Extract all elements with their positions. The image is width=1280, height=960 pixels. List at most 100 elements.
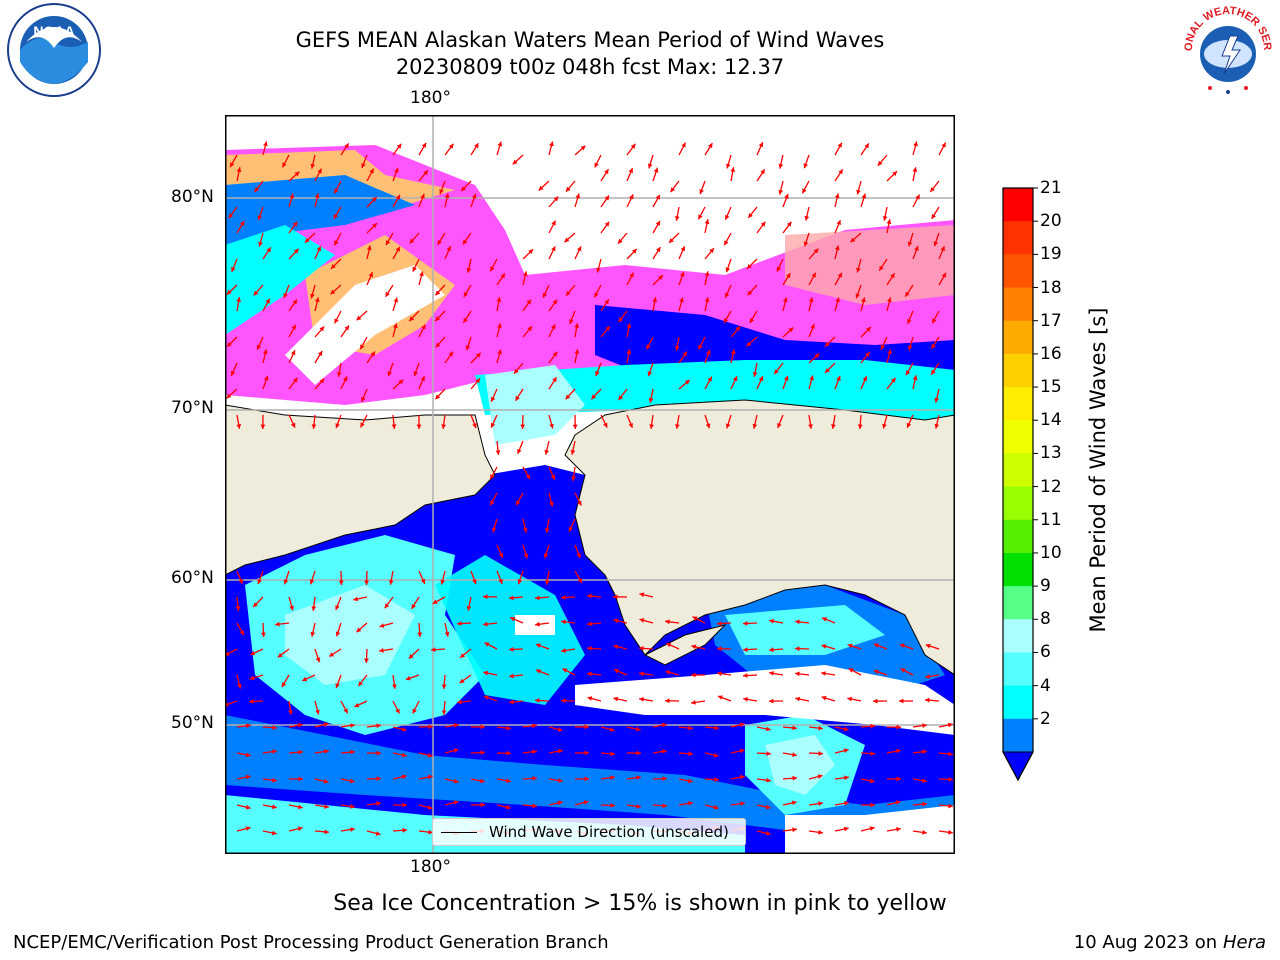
wind-arrow-head <box>490 500 495 506</box>
wind-arrow-head <box>856 189 861 195</box>
wind-arrow-head <box>913 141 918 147</box>
colorbar-tick-label: 2 <box>1040 708 1051 729</box>
legend-label: Wind Wave Direction (unscaled) <box>489 823 729 841</box>
wind-arrow-head <box>317 168 322 174</box>
wind-arrow-head <box>732 376 738 382</box>
wind-arrow-head <box>483 621 488 627</box>
wind-arrow-head <box>575 193 580 199</box>
wind-arrow-head <box>236 424 242 429</box>
wind-arrow-head <box>584 750 589 756</box>
wind-arrow-head <box>435 394 441 400</box>
wind-arrow-head <box>717 671 722 677</box>
wind-arrow-head <box>636 804 641 809</box>
wind-arrow-head <box>453 800 459 805</box>
wind-arrow-head <box>574 349 580 354</box>
wind-arrow-head <box>368 272 373 278</box>
wind-arrow-head <box>922 723 927 728</box>
wind-arrow-head <box>792 725 797 731</box>
wind-arrow-head <box>931 369 936 375</box>
chart-title: GEFS MEAN Alaskan Waters Mean Period of … <box>295 28 885 52</box>
wind-arrow-head <box>440 579 445 585</box>
wind-arrow-head <box>810 324 815 329</box>
wind-arrow-head <box>915 194 920 200</box>
wind-arrow-head <box>786 221 792 227</box>
wind-arrow-head <box>834 245 840 251</box>
wind-arrow-head <box>395 246 400 252</box>
wind-arrow-head <box>314 193 320 199</box>
wind-arrow-head <box>613 644 619 650</box>
wind-arrow-head <box>896 724 901 730</box>
wind-arrow-head <box>808 424 813 429</box>
wind-arrow-head <box>825 368 830 373</box>
wind-arrow-head <box>420 376 425 382</box>
wind-arrow-head <box>769 618 774 624</box>
wind-arrow-head <box>941 142 946 148</box>
wind-arrow-head <box>877 160 883 166</box>
wind-arrow-head <box>931 213 936 219</box>
wind-arrow-head <box>866 327 871 332</box>
wind-arrow-head <box>566 290 571 296</box>
wind-arrow-head <box>323 722 329 727</box>
wind-arrow-head <box>310 163 316 169</box>
wind-arrow-head <box>543 553 549 559</box>
wind-arrow-head <box>480 724 485 730</box>
wind-arrow-head <box>462 239 468 245</box>
wind-arrow-head <box>613 696 619 702</box>
wind-arrow-head <box>817 774 823 779</box>
wind-arrow-head <box>636 775 641 780</box>
wind-arrow-head <box>316 246 322 252</box>
wind-arrow-head <box>788 327 794 333</box>
wind-arrow-head <box>360 422 365 428</box>
wind-arrow-head <box>549 141 554 147</box>
wind-arrow-head <box>758 376 764 382</box>
wind-arrow-head <box>319 378 325 384</box>
wind-arrow-head <box>405 675 411 681</box>
wind-arrow-head <box>725 267 731 273</box>
wind-arrow-head <box>257 579 262 585</box>
wind-arrow-head <box>535 643 541 648</box>
wind-arrow-head <box>632 248 637 254</box>
wind-arrow-head <box>655 220 660 226</box>
wind-arrow-head <box>483 695 489 700</box>
wind-arrow-head <box>475 352 481 358</box>
wind-arrow-head <box>587 696 593 701</box>
wind-arrow-head <box>366 245 372 251</box>
wind-arrow-head <box>688 725 693 731</box>
wind-arrow-head <box>680 246 686 252</box>
wind-arrow-head <box>350 827 355 832</box>
wind-arrow-head <box>428 724 433 730</box>
wind-arrow-head <box>792 775 797 781</box>
wind-arrow-head <box>865 352 870 357</box>
wind-arrow-head <box>896 748 901 754</box>
wind-arrow-head <box>850 237 856 243</box>
wind-arrow-head <box>679 297 684 303</box>
wind-arrow-head <box>749 318 755 323</box>
wind-arrow-head <box>535 698 540 703</box>
wind-arrow-head <box>370 351 375 357</box>
wind-arrow-head <box>610 751 615 757</box>
wind-arrow-head <box>354 702 360 708</box>
wind-arrow-head <box>480 750 485 755</box>
wind-arrow-head <box>427 805 433 810</box>
wind-arrow-head <box>725 214 730 220</box>
wind-arrow-head <box>272 804 277 810</box>
wind-arrow-head <box>253 290 259 296</box>
wind-arrow-head <box>595 371 600 376</box>
wind-arrow-head <box>704 219 710 225</box>
wind-arrow-head <box>948 751 953 757</box>
wind-arrow-head <box>453 778 459 784</box>
wind-arrow-head <box>261 632 266 637</box>
wind-arrow-head <box>412 708 417 714</box>
wind-arrow-head <box>709 248 714 254</box>
wind-arrow-head <box>739 722 745 728</box>
wind-arrow-head <box>535 595 540 601</box>
wind-arrow-head <box>569 319 574 324</box>
wind-arrow-head <box>371 196 377 202</box>
wind-arrow-head <box>887 349 892 355</box>
wind-arrow-head <box>344 325 349 331</box>
wind-arrow-head <box>735 326 741 332</box>
wind-arrow-head <box>448 143 454 149</box>
wind-arrow-head <box>550 474 556 480</box>
wind-arrow-head <box>639 592 645 598</box>
wind-arrow-head <box>795 696 801 702</box>
